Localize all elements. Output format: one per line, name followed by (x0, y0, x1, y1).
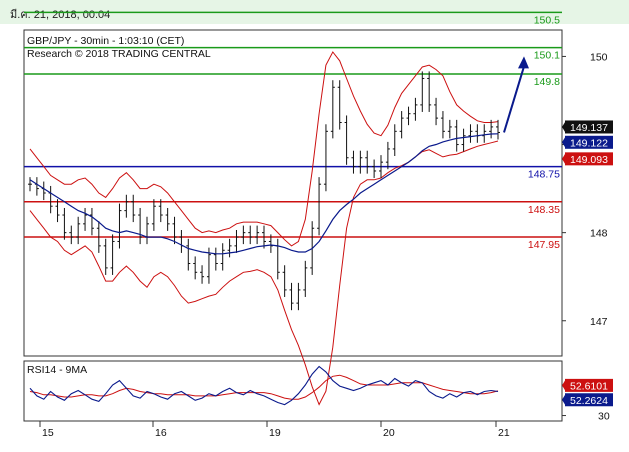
moving-average-line (29, 133, 499, 255)
x-tick-label: 21 (498, 427, 510, 439)
rsi-tag-label: 52.6101 (570, 380, 608, 392)
x-tick-label: 16 (155, 427, 167, 439)
y-tick-label: 147 (590, 316, 608, 328)
rsi-tag-label: 52.2624 (570, 395, 608, 407)
level-label: 150.5 (534, 14, 560, 26)
chart-subtitle: Research © 2018 TRADING CENTRAL (27, 48, 211, 60)
price-tag-label: 149.137 (570, 122, 608, 134)
rsi-y-tick-label: 30 (598, 411, 610, 423)
level-label: 148.75 (528, 169, 560, 181)
rsi-tag (565, 378, 613, 392)
rsi-label: RSI14 - 9MA (27, 364, 87, 376)
x-tick-label: 19 (269, 427, 281, 439)
price-tag-pointer (562, 120, 566, 134)
level-label: 147.95 (528, 239, 560, 251)
main-panel-frame (23, 29, 563, 357)
rsi-panel-frame (23, 360, 563, 422)
price-tag (565, 135, 613, 149)
price-tag-pointer (562, 152, 566, 166)
level-label: 150.1 (534, 50, 560, 62)
x-tick-label: 20 (383, 427, 395, 439)
chart-title: GBP/JPY - 30min - 1:03:10 (CET) (27, 35, 184, 47)
rsi-tag (565, 393, 613, 407)
rsi-line (29, 365, 499, 406)
x-tick-label: 15 (42, 427, 54, 439)
rsi-ma-line (29, 374, 499, 400)
price-tag-label: 149.122 (570, 137, 608, 149)
price-tag (565, 152, 613, 166)
bollinger-upper (29, 51, 499, 247)
level-label: 148.35 (528, 204, 560, 216)
rsi-tag-pointer (562, 393, 566, 407)
price-tag-label: 149.093 (570, 154, 608, 166)
y-tick-label: 150 (590, 51, 608, 63)
price-tag-pointer (562, 135, 566, 149)
price-tag (565, 120, 613, 134)
forecast-arrow-head (518, 56, 529, 69)
y-tick-label: 148 (590, 228, 608, 240)
rsi-tag-pointer (562, 378, 566, 392)
forecast-arrow-shaft (503, 66, 525, 133)
level-label: 149.8 (534, 76, 560, 88)
